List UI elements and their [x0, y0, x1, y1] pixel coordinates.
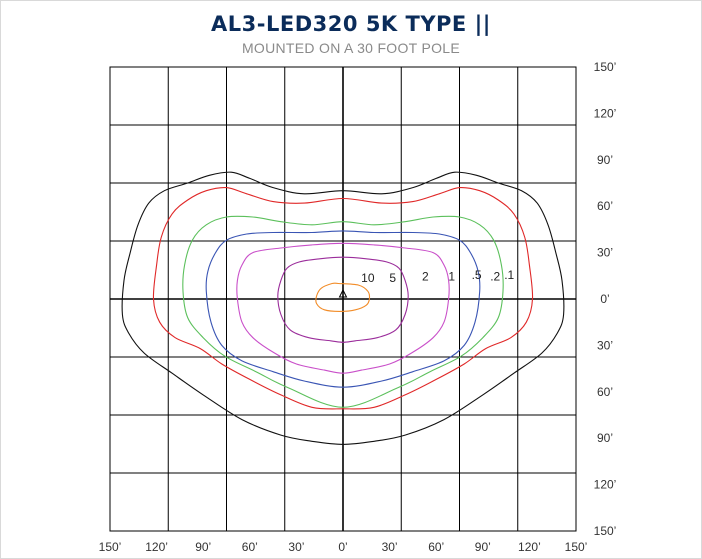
y-tick-label: 150’	[594, 524, 617, 538]
contour-label: 2	[422, 269, 429, 283]
x-tick-label: 30’	[288, 540, 304, 554]
y-tick-label: 90’	[597, 153, 613, 167]
contour-label: .5	[472, 268, 482, 282]
x-tick-label: 30’	[382, 540, 398, 554]
y-tick-label: 150’	[594, 60, 617, 74]
contour-labels: 10 5 2 1 .5 .2 .1	[361, 268, 514, 285]
x-tick-label: 120’	[518, 540, 541, 554]
y-tick-label: 30’	[597, 338, 613, 352]
contour-label: 10	[361, 271, 375, 285]
x-tick-label: 120’	[145, 540, 168, 554]
contour-label: 5	[389, 271, 396, 285]
x-tick-label: 150’	[565, 540, 588, 554]
y-tick-label: 30’	[597, 246, 613, 260]
y-tick-label: 60’	[597, 199, 613, 213]
contour-label: 1	[448, 269, 455, 283]
x-tick-label: 150’	[99, 540, 122, 554]
contour-label: .1	[504, 268, 514, 282]
contour-label: .2	[490, 269, 500, 283]
y-tick-label: 0’	[600, 292, 609, 306]
y-tick-label: 60’	[597, 385, 613, 399]
y-tick-label: 120’	[594, 106, 617, 120]
y-tick-label: 90’	[597, 431, 613, 445]
x-tick-label: 90’	[195, 540, 211, 554]
y-tick-label: 120’	[594, 478, 617, 492]
x-tick-label: 60’	[428, 540, 444, 554]
plot-grid	[110, 67, 576, 531]
x-tick-label: 90’	[475, 540, 491, 554]
x-tick-label: 60’	[242, 540, 258, 554]
x-tick-label: 0’	[338, 540, 347, 554]
axis-ticks: 150’ 120’ 90’ 60’ 30’ 0’ 30’ 60’ 90’ 120’ 150’150’…	[99, 60, 617, 554]
